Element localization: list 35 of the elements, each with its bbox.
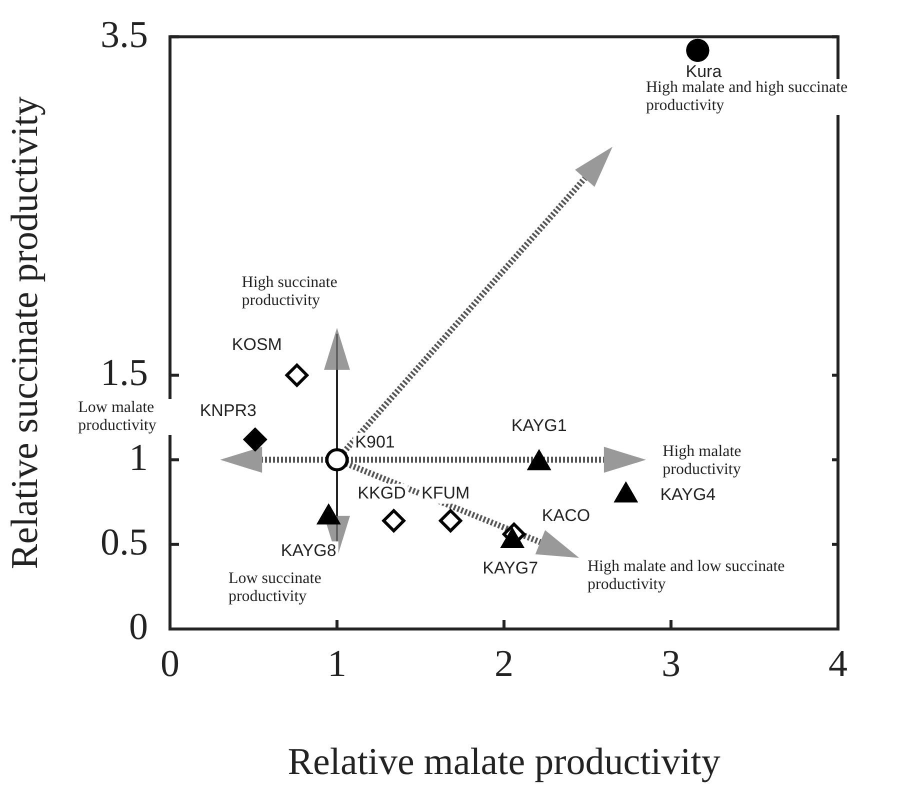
point bbox=[686, 38, 710, 62]
x-tick-label: 3 bbox=[662, 642, 680, 685]
annotation: Low succinate productivity bbox=[228, 570, 364, 606]
text: Low malate productivity bbox=[78, 398, 178, 435]
point bbox=[439, 509, 462, 532]
x-tick-label: 4 bbox=[828, 642, 848, 685]
point bbox=[326, 448, 348, 472]
annotation: KKGD bbox=[358, 483, 406, 502]
annotation: KNPR3 bbox=[200, 401, 257, 420]
y-axis-title: Relative succinate productivity bbox=[4, 96, 46, 570]
x-tick-label: 1 bbox=[328, 642, 346, 685]
y-tick-label: 0.5 bbox=[100, 521, 148, 564]
y-tick-label: 1 bbox=[129, 436, 148, 479]
y-tick-label: 0 bbox=[129, 606, 148, 648]
annotation: KAYG7 bbox=[482, 558, 538, 578]
annotation: High malate productivity bbox=[662, 442, 773, 479]
point bbox=[285, 364, 308, 387]
point bbox=[382, 509, 406, 532]
annotation: KFUM bbox=[421, 483, 470, 502]
annotation: KAYG1 bbox=[511, 416, 567, 435]
x-tick-label: 0 bbox=[160, 642, 180, 685]
annotation: Kura bbox=[686, 62, 722, 82]
annotation: High malate and low succinate productivity bbox=[588, 558, 828, 594]
annotation: KAYG4 bbox=[660, 485, 716, 504]
point bbox=[244, 428, 267, 451]
annotation: High succinate productivity bbox=[242, 274, 377, 310]
y-tick-label: 1.5 bbox=[100, 352, 148, 394]
annotation: KACO bbox=[542, 506, 590, 525]
x-tick-label: 2 bbox=[494, 642, 514, 685]
annotation: High malate and high succinate productivity bbox=[646, 79, 886, 116]
annotation: KOSM bbox=[232, 334, 282, 354]
y-tick-label: 3.5 bbox=[100, 14, 148, 56]
x-axis-title: Relative malate productivity bbox=[288, 741, 720, 784]
annotation: KAYG8 bbox=[280, 541, 336, 560]
annotation: K901 bbox=[355, 432, 395, 452]
